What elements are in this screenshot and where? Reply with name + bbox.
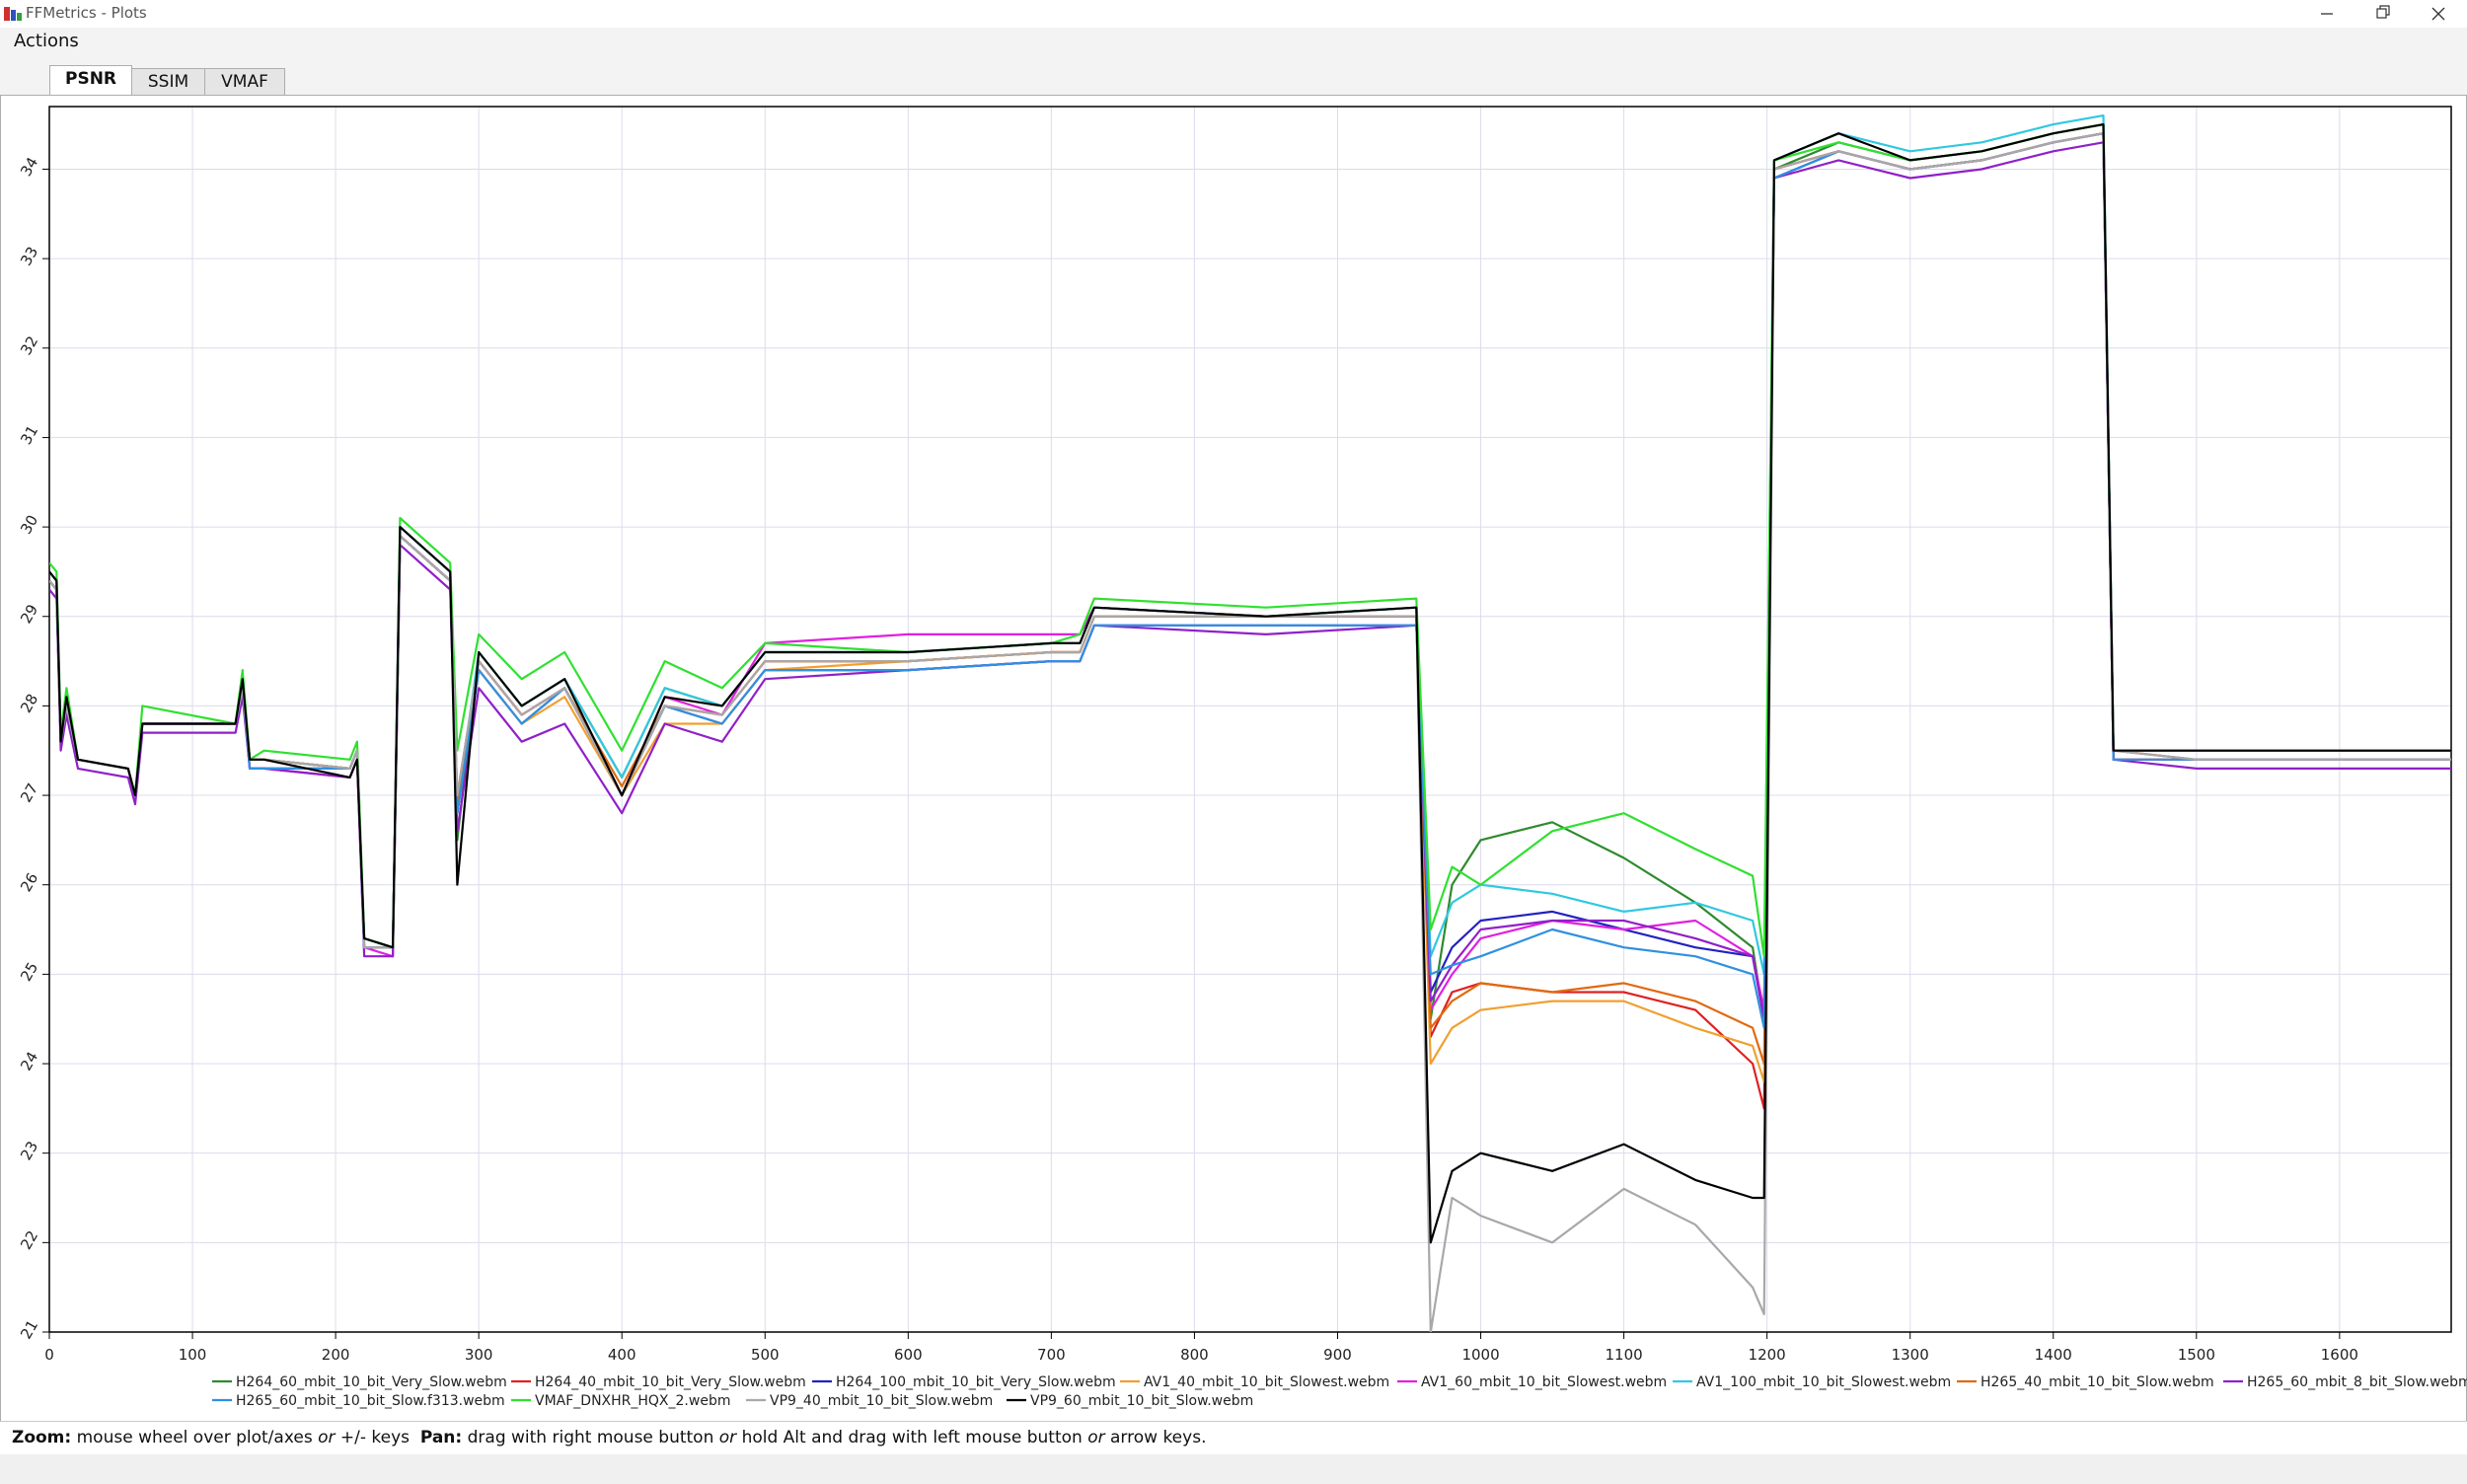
legend-label: H264_100_mbit_10_bit_Very_Slow.webm [836, 1374, 1116, 1390]
y-tick-label: 23 [17, 1138, 41, 1163]
chart: 0 100 200 300 400 500 600 700 800 900 1000 1100 1200… [17, 106, 2467, 1409]
legend-label: VMAF_DNXHR_HQX_2.webm [535, 1393, 730, 1409]
y-tick-label: 31 [17, 422, 41, 448]
status-text: arrow keys. [1110, 1428, 1207, 1447]
status-text: or [718, 1428, 737, 1447]
tab[interactable]: VMAF [204, 68, 285, 95]
x-tick-label: 1000 [1461, 1346, 1499, 1364]
window-title: FFMetrics - Plots [26, 4, 147, 22]
legend-label: H264_60_mbit_10_bit_Very_Slow.webm [236, 1374, 507, 1390]
tab[interactable]: SSIM [131, 68, 205, 95]
y-tick-label: 22 [17, 1227, 41, 1253]
x-tick-label: 600 [894, 1346, 923, 1364]
menu-item[interactable]: Actions [14, 31, 79, 51]
x-tick-label: 1500 [2178, 1346, 2215, 1364]
legend-label: AV1_60_mbit_10_bit_Slowest.webm [1421, 1374, 1667, 1390]
x-tick-label: 400 [608, 1346, 636, 1364]
legend-label: H264_40_mbit_10_bit_Very_Slow.webm [535, 1374, 806, 1390]
series-line [49, 123, 2451, 958]
x-tick-label: 800 [1180, 1346, 1209, 1364]
y-tick-label: 21 [17, 1317, 41, 1343]
status-text: +/- keys [339, 1428, 411, 1447]
tab-panel [0, 95, 2467, 1423]
y-tick-label: 29 [17, 601, 41, 627]
y-tick-label: 25 [17, 959, 41, 985]
x-tick-label: 900 [1323, 1346, 1352, 1364]
legend-label: AV1_100_mbit_10_bit_Slowest.webm [1696, 1374, 1951, 1390]
y-tick-label: 27 [17, 780, 41, 806]
series-line [49, 141, 2451, 1020]
series-line [49, 132, 2451, 1332]
app-icon [4, 7, 22, 21]
legend-label: H265_60_mbit_8_bit_Slow.webm [2247, 1374, 2467, 1390]
window-controls [2321, 5, 2445, 21]
series-line [49, 132, 2451, 1020]
x-tick-label: 300 [465, 1346, 493, 1364]
x-tick-label: 500 [751, 1346, 780, 1364]
status-text: mouse wheel over plot/axes [76, 1428, 313, 1447]
x-tick-label: 700 [1037, 1346, 1066, 1364]
x-tick-label: 1200 [1749, 1346, 1786, 1364]
x-tick-label: 1400 [2035, 1346, 2072, 1364]
legend-label: AV1_40_mbit_10_bit_Slowest.webm [1144, 1374, 1389, 1390]
x-tick-label: 200 [322, 1346, 350, 1364]
legend-label: VP9_40_mbit_10_bit_Slow.webm [770, 1393, 993, 1409]
bottom-bar [0, 1454, 2467, 1484]
legend-label: VP9_60_mbit_10_bit_Slow.webm [1030, 1393, 1253, 1409]
series-line [49, 132, 2451, 1066]
status-text: or [1087, 1428, 1105, 1447]
y-tick-label: 26 [17, 869, 41, 895]
y-tick-label: 30 [17, 512, 41, 538]
y-tick-label: 24 [17, 1049, 41, 1075]
y-tick-label: 34 [17, 154, 41, 180]
status-text: hold Alt and drag with left mouse button [741, 1428, 1083, 1447]
legend-label: H265_40_mbit_10_bit_Slow.webm [1981, 1374, 2214, 1390]
x-tick-label: 1600 [2321, 1346, 2358, 1364]
status-text: or [318, 1428, 336, 1447]
plot-frame [48, 106, 2452, 1333]
y-tick-label: 33 [17, 244, 41, 269]
close-button[interactable] [2431, 7, 2445, 21]
title-bar: FFMetrics - Plots [0, 0, 2467, 28]
series-line [49, 132, 2451, 1110]
x-tick-label: 0 [44, 1346, 54, 1364]
y-tick-label: 32 [17, 334, 41, 359]
tab[interactable]: PSNR [49, 65, 132, 96]
restore-button[interactable] [2376, 5, 2390, 19]
x-tick-label: 1100 [1605, 1346, 1642, 1364]
x-tick-label: 100 [179, 1346, 207, 1364]
status-label: Zoom: [12, 1428, 72, 1447]
menu-bar: Actions [0, 28, 2467, 55]
tab-strip: PSNR SSIM VMAF [0, 55, 2467, 96]
y-tick-label: 28 [17, 691, 41, 716]
x-tick-label: 1300 [1892, 1346, 1929, 1364]
series-line [49, 123, 2451, 1244]
status-label: Pan: [419, 1428, 463, 1447]
series-line [49, 132, 2451, 1029]
series-line [49, 132, 2451, 1011]
legend-label: H265_60_mbit_10_bit_Slow.f313.webm [236, 1393, 505, 1409]
status-text: drag with right mouse button [467, 1428, 714, 1447]
status-bar: Zoom: mouse wheel over plot/axes or +/- … [0, 1421, 2467, 1454]
